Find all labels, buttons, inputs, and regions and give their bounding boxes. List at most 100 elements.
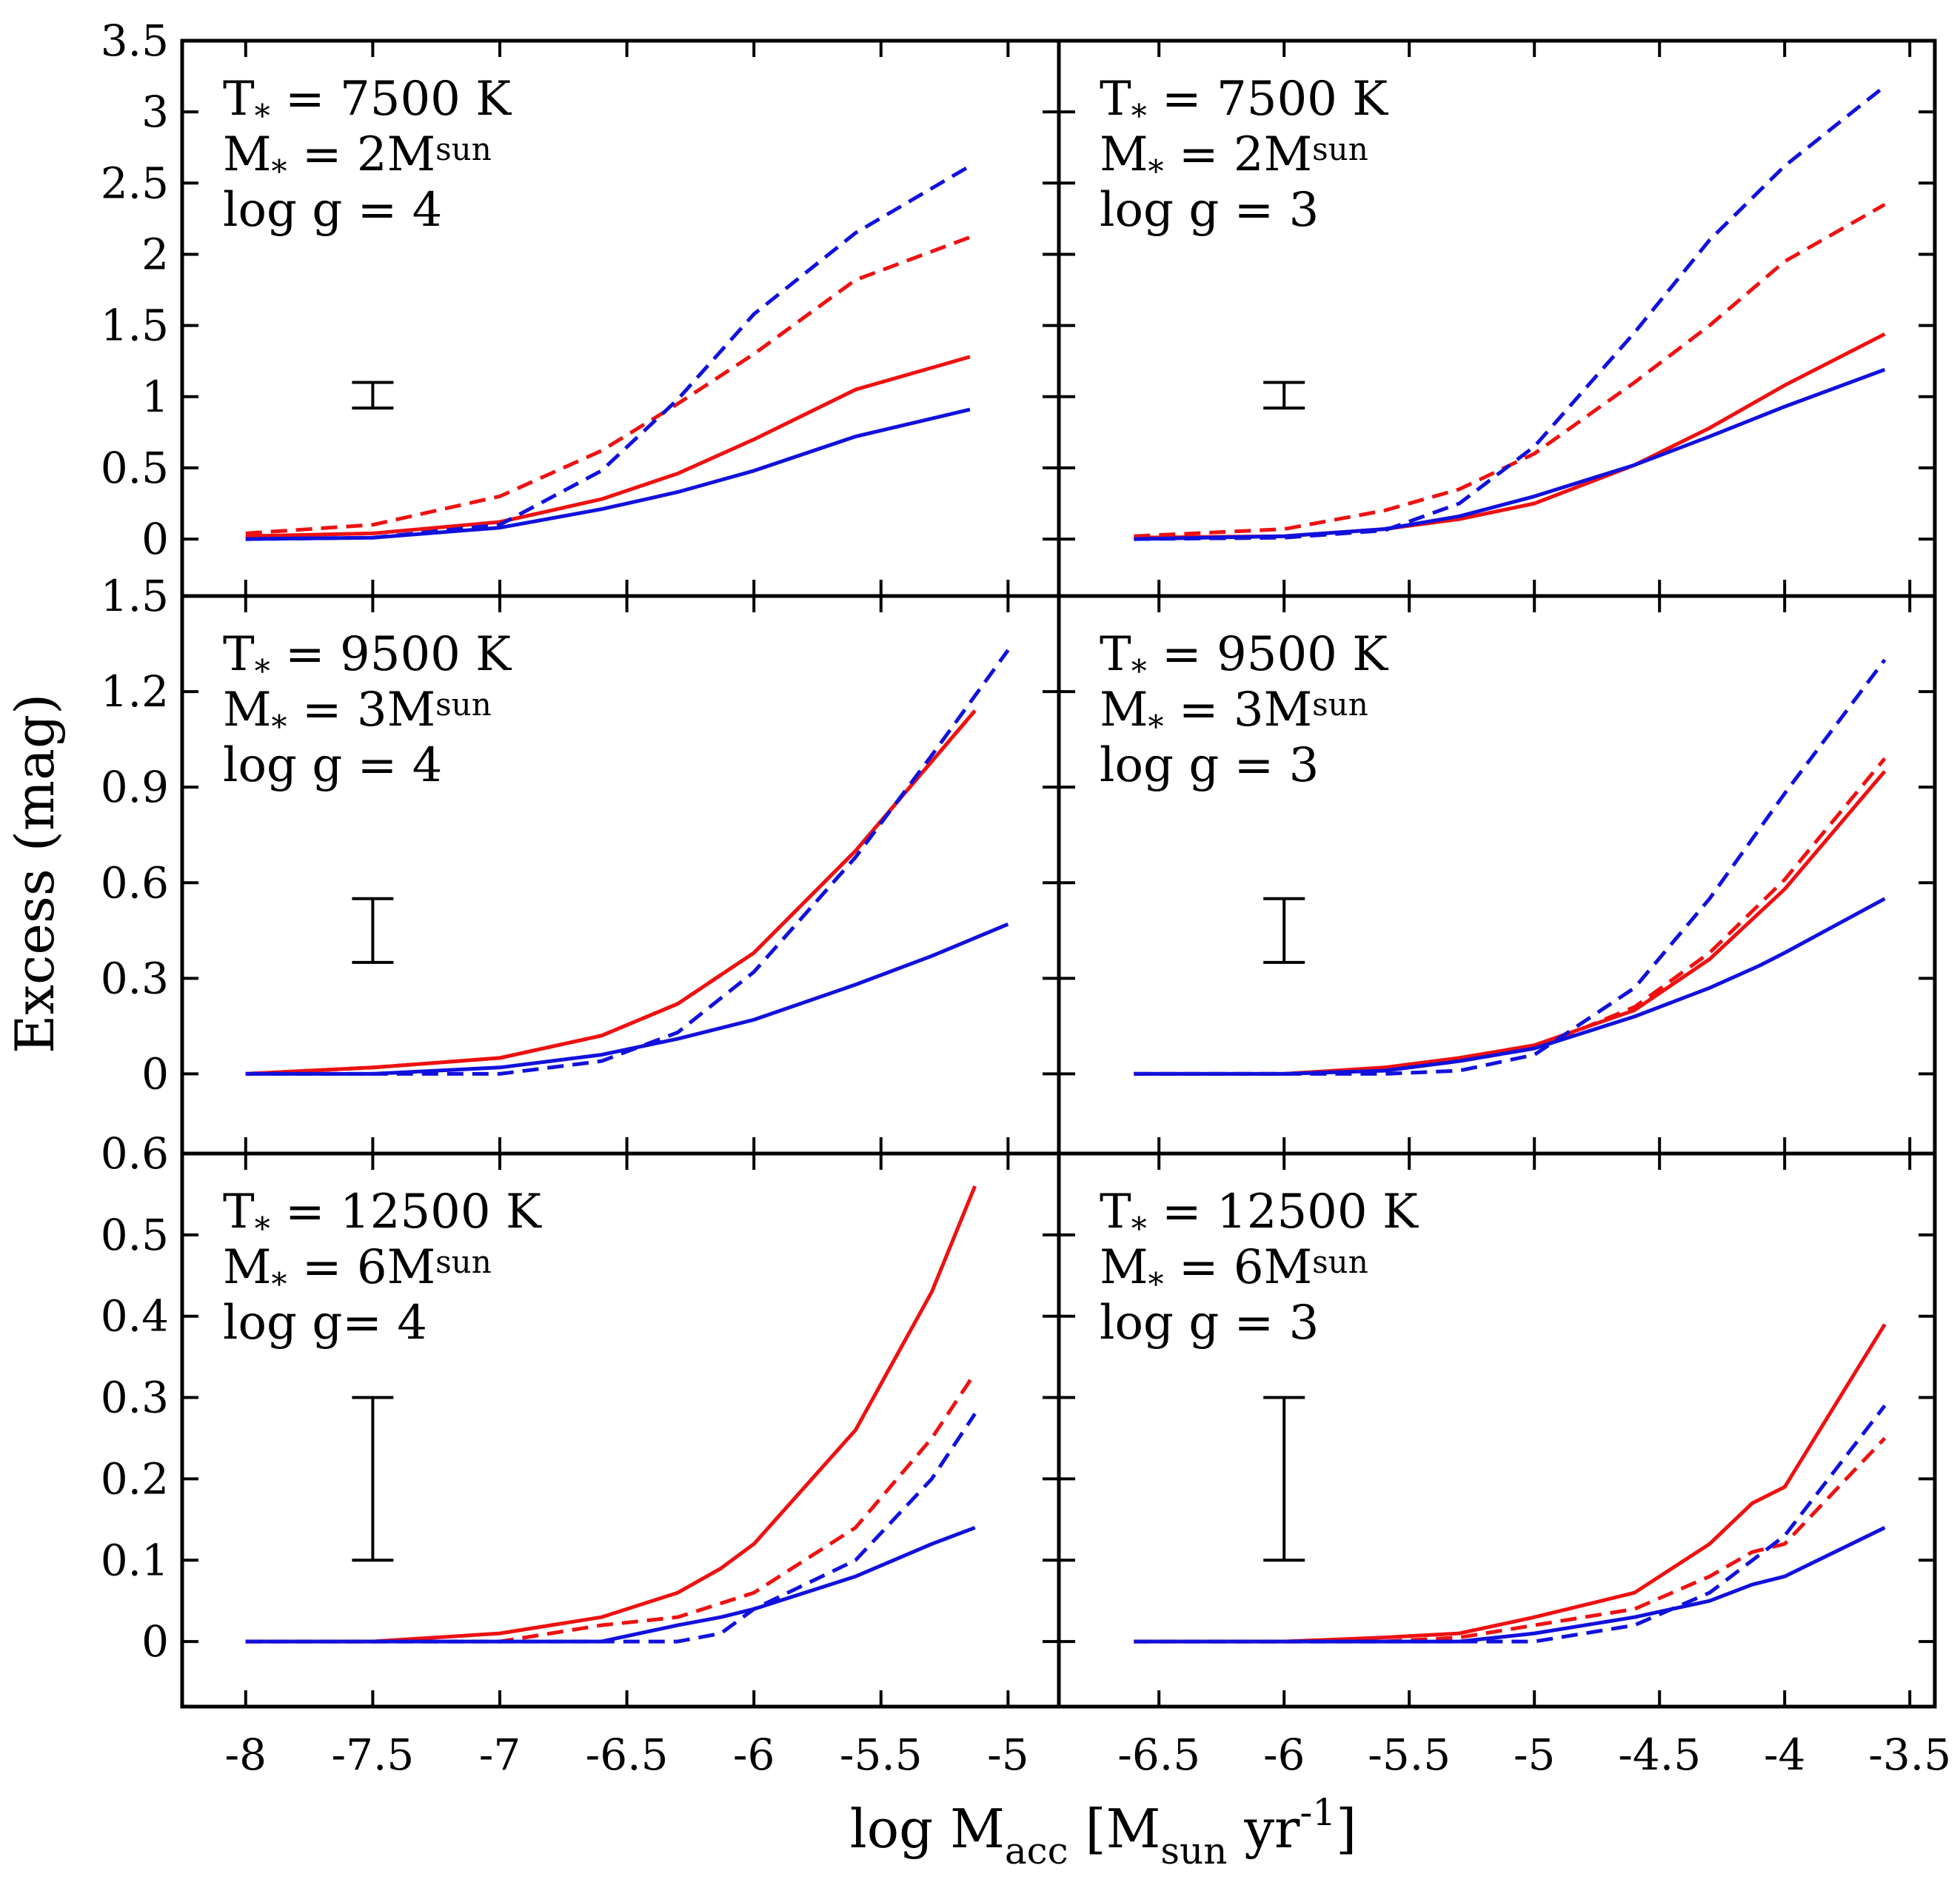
y-tick-label: 0.9 <box>101 762 169 812</box>
panel-label-temperature: T* = 7500 K <box>223 72 512 134</box>
temp-value: = 7500 K <box>270 72 512 127</box>
temp-subscript: * <box>1131 653 1147 689</box>
series-blue-dashed-line <box>1134 1404 1887 1644</box>
mass-unit-sun: sun <box>1312 686 1368 723</box>
panel-label-temperature: T* = 12500 K <box>1100 1185 1419 1247</box>
series-red-solid-line <box>245 1185 977 1644</box>
series-blue-dashed-line <box>1134 84 1886 541</box>
y-tick-label: 0.3 <box>101 953 169 1003</box>
x-axis-title-bracket: [M <box>1068 1798 1161 1860</box>
temp-subscript: * <box>1131 1211 1147 1247</box>
temp-value: = 12500 K <box>270 1185 542 1239</box>
y-axis-title: Excess (mag) <box>4 694 66 1054</box>
y-tick-label: 0 <box>141 1616 169 1667</box>
panel-top-left: 00.511.522.533.5T* = 7500 KM* = 2Msunlog… <box>101 16 1061 598</box>
x-axis-title-main: log M <box>850 1798 1005 1860</box>
panel-label-gravity: log g = 3 <box>1100 738 1319 793</box>
mass-value: = 3M <box>287 683 436 737</box>
y-tick-label: 0.5 <box>101 443 169 493</box>
mass-unit-sun: sun <box>1312 1244 1368 1280</box>
panel-label-temperature: T* = 9500 K <box>223 627 512 689</box>
series-red-dashed-line <box>1134 757 1887 1076</box>
x-axis-title-sub-acc: acc <box>1005 1830 1068 1872</box>
series-blue-dashed-line <box>245 649 1010 1076</box>
panel-label-temperature: T* = 12500 K <box>223 1185 542 1247</box>
x-tick-label: -7.5 <box>331 1730 414 1780</box>
panels-group: 00.511.522.533.5T* = 7500 KM* = 2Msunlog… <box>101 16 1951 1780</box>
temp-subscript: * <box>255 98 270 134</box>
y-tick-label: 0.3 <box>101 1373 169 1423</box>
x-tick-label: -3.5 <box>1868 1730 1951 1780</box>
mass-subscript: * <box>1148 153 1164 190</box>
error-bar <box>352 897 394 964</box>
series-red-solid-line <box>1134 1323 1887 1644</box>
temp-value: = 9500 K <box>1147 627 1389 682</box>
temp-value: = 9500 K <box>270 627 512 682</box>
error-bar <box>352 381 394 410</box>
x-tick-label: -4 <box>1764 1730 1806 1780</box>
mass-symbol: M <box>1100 127 1148 182</box>
x-axis-title: log Macc [Msun yr-1] <box>850 1791 1357 1872</box>
y-tick-label: 1.5 <box>101 301 169 351</box>
series-red-dashed-line <box>1134 1436 1887 1644</box>
error-bar <box>352 1396 394 1562</box>
temp-value: = 7500 K <box>1147 72 1389 127</box>
temp-symbol: T <box>1100 627 1131 682</box>
series-blue-solid-line <box>1134 897 1886 1076</box>
panel-bottom-right: -6.5 -6 -5.5 -5 -4.5 -4 -3.5T* = 12500 KM* = 6… <box>1057 1151 1951 1780</box>
mass-unit-sun: sun <box>1312 131 1368 167</box>
x-tick-label: -6 <box>1263 1730 1305 1780</box>
mass-value: = 6M <box>287 1240 436 1295</box>
temp-symbol: T <box>223 1185 255 1239</box>
x-tick-label: -8 <box>225 1730 267 1780</box>
series-blue-solid-line <box>1134 1526 1886 1644</box>
error-bar <box>1263 1396 1305 1562</box>
series-red-dashed-line <box>245 235 971 535</box>
x-tick-label: -5.5 <box>1368 1730 1451 1780</box>
x-axis-title-sub-sun: sun <box>1160 1830 1227 1872</box>
x-tick-label: -6 <box>733 1730 775 1780</box>
x-axis-title-yr: yr <box>1227 1798 1300 1860</box>
temp-subscript: * <box>255 653 270 689</box>
temp-symbol: T <box>223 627 255 682</box>
y-tick-label: 0.4 <box>101 1291 169 1342</box>
x-tick-label: -6.5 <box>586 1730 669 1780</box>
series-blue-dashed-line <box>245 1413 977 1644</box>
y-tick-label: 3.5 <box>101 16 169 66</box>
mass-unit-sun: sun <box>435 131 492 167</box>
y-tick-label: 2.5 <box>101 158 169 208</box>
y-tick-label: 1.5 <box>101 571 169 621</box>
y-tick-label: 0 <box>141 1048 169 1099</box>
series-red-dashed-line <box>245 1372 977 1644</box>
series-blue-solid-line <box>1134 367 1886 541</box>
panel-label-temperature: T* = 7500 K <box>1100 72 1388 134</box>
series-red-dashed-line <box>1134 203 1886 538</box>
y-tick-label: 3 <box>141 87 169 137</box>
panel-label-mass: M* = 6Msun <box>1100 1240 1368 1302</box>
mass-subscript: * <box>272 709 287 745</box>
x-tick-label: -4.5 <box>1618 1730 1701 1780</box>
y-tick-label: 0.5 <box>101 1210 169 1260</box>
y-tick-label: 0.6 <box>101 1128 169 1179</box>
y-tick-label: 0.2 <box>101 1453 169 1504</box>
mass-unit-sun: sun <box>435 1244 492 1280</box>
temp-subscript: * <box>1131 98 1147 134</box>
temp-value: = 12500 K <box>1147 1185 1419 1239</box>
panel-label-mass: M* = 2Msun <box>1100 127 1368 190</box>
panel-label-gravity: log g= 4 <box>223 1296 427 1350</box>
series-blue-solid-line <box>245 922 1009 1076</box>
x-tick-label: -7 <box>479 1730 521 1780</box>
series-red-solid-line <box>1134 332 1886 540</box>
mass-subscript: * <box>272 153 287 190</box>
series-blue-solid-line <box>245 407 971 541</box>
x-axis-title-sup: -1 <box>1300 1791 1336 1834</box>
panel-label-gravity: log g = 4 <box>223 183 442 238</box>
y-tick-label: 0.6 <box>101 857 169 908</box>
panel-label-gravity: log g = 3 <box>1100 183 1319 238</box>
temp-symbol: T <box>223 72 255 127</box>
mass-subscript: * <box>272 1266 287 1302</box>
x-axis-title-close: ] <box>1336 1798 1357 1860</box>
